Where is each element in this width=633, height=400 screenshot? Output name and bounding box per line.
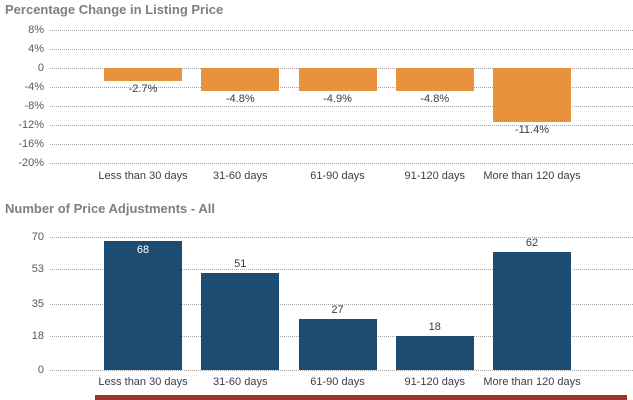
bar <box>104 240 182 370</box>
x-category-label: Less than 30 days <box>98 170 188 182</box>
x-category-label: 31-60 days <box>213 170 268 182</box>
y-axis-tick-label: -4% <box>24 81 44 93</box>
y-axis-tick-label: -16% <box>18 138 44 150</box>
gridline <box>50 49 633 50</box>
x-category-label: 31-60 days <box>213 376 268 388</box>
bar-value-label: -2.7% <box>128 82 158 95</box>
bar-value-label: -4.8% <box>225 92 255 105</box>
bar <box>395 68 474 91</box>
bar <box>298 318 377 370</box>
bar <box>201 68 280 91</box>
x-category-label: Less than 30 days <box>98 376 188 388</box>
y-axis-tick-label: -12% <box>18 119 44 131</box>
x-category-label: 91-120 days <box>404 170 466 182</box>
bar-value-label: 68 <box>136 243 150 256</box>
y-axis-tick-label: 8% <box>28 24 44 36</box>
chart-title-number-of-adjustments: Number of Price Adjustments - All <box>5 201 215 216</box>
bar-value-label: -4.8% <box>420 92 450 105</box>
gridline <box>50 125 633 126</box>
x-category-label: 61-90 days <box>310 376 365 388</box>
bar-value-label: 18 <box>428 320 441 333</box>
y-axis-tick-label: 35 <box>31 297 44 310</box>
bar <box>395 335 474 370</box>
bar-value-label: -11.4% <box>514 124 550 137</box>
y-axis-tick-label: 0 <box>37 62 44 74</box>
x-category-label: More than 120 days <box>483 170 581 182</box>
bar-value-label: 27 <box>331 303 344 316</box>
y-axis-tick-label: -8% <box>24 100 44 112</box>
cutoff-third-chart-bar-strip <box>95 395 627 400</box>
gridline <box>50 269 633 271</box>
bar-value-label: 62 <box>525 237 539 250</box>
gridline <box>50 237 633 238</box>
gridline <box>50 303 633 305</box>
bar <box>201 273 280 370</box>
x-category-label: 61-90 days <box>310 170 365 182</box>
gridline <box>50 144 633 145</box>
chart-title-percentage-change: Percentage Change in Listing Price <box>5 2 224 17</box>
y-axis-tick-label: 70 <box>31 231 44 243</box>
bar <box>104 68 182 81</box>
bar-value-label: -4.9% <box>323 93 352 106</box>
bar-value-label: 51 <box>234 258 247 271</box>
gridline <box>50 370 633 371</box>
gridline <box>50 106 633 107</box>
y-axis-tick-label: -20% <box>18 157 44 169</box>
y-axis-tick-label: 4% <box>28 43 44 55</box>
gridline <box>50 30 633 31</box>
bar <box>298 68 377 92</box>
bar <box>493 252 571 370</box>
y-axis-tick-label: 18 <box>31 329 44 342</box>
x-category-label: 91-120 days <box>404 376 466 388</box>
x-category-label: More than 120 days <box>483 376 581 388</box>
y-axis-tick-label: 53 <box>31 263 44 276</box>
y-axis-tick-label: 0 <box>37 364 44 376</box>
gridline <box>50 163 633 164</box>
bar <box>493 68 571 123</box>
